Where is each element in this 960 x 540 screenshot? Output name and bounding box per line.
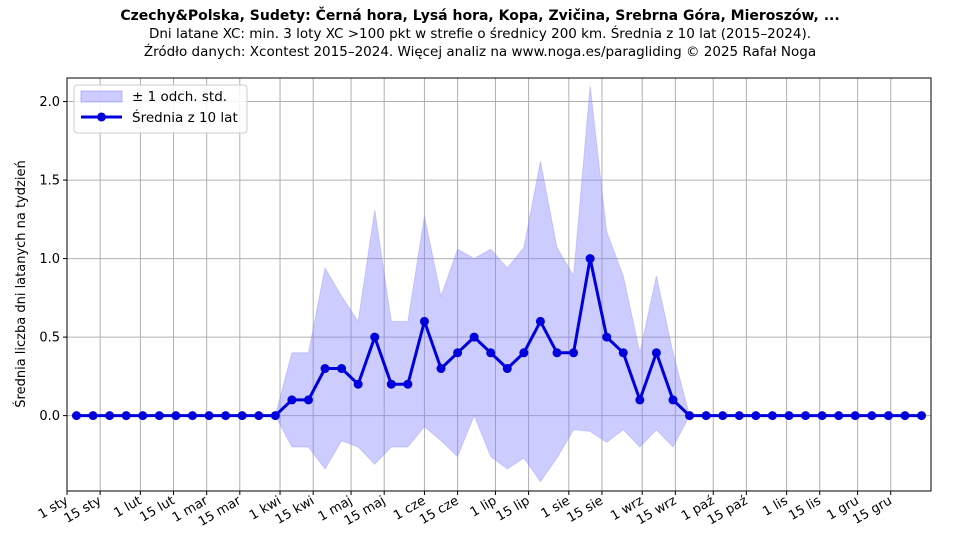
mean-point-22	[436, 364, 446, 374]
mean-point-15	[320, 364, 330, 374]
mean-point-34	[635, 395, 645, 405]
mean-point-18	[370, 332, 380, 342]
legend-line-marker	[97, 112, 106, 122]
y-tick-label-2: 1.0	[39, 252, 60, 267]
std-band	[76, 85, 922, 483]
mean-point-42	[767, 411, 777, 421]
mean-point-37	[685, 411, 695, 421]
mean-point-48	[867, 411, 877, 421]
mean-point-23	[453, 348, 463, 358]
std-band-layer	[76, 85, 922, 483]
mean-point-44	[801, 411, 811, 421]
mean-point-24	[469, 332, 479, 342]
mean-line	[76, 257, 922, 418]
mean-line-layer	[76, 257, 922, 418]
mean-point-19	[386, 379, 396, 389]
mean-point-14	[303, 395, 313, 405]
mean-point-33	[618, 348, 628, 358]
mean-point-39	[718, 411, 728, 421]
mean-point-35	[651, 348, 661, 358]
mean-point-20	[403, 379, 413, 389]
mean-point-31	[585, 254, 595, 264]
mean-point-27	[519, 348, 529, 358]
mean-point-13	[287, 395, 297, 405]
mean-point-26	[502, 364, 512, 374]
mean-point-41	[751, 411, 761, 421]
mean-point-12	[270, 411, 280, 421]
mean-point-30	[569, 348, 579, 358]
legend-line-label: Średnia z 10 lat	[132, 108, 238, 126]
mean-point-4	[138, 411, 148, 421]
mean-point-11	[254, 411, 264, 421]
y-axis-ticks: 0.0 0.5 1.0 1.5 2.0	[39, 95, 67, 424]
chart-subtitle-line-1: Dni latane XC: min. 3 loty XC >100 pkt w…	[149, 24, 811, 42]
mean-point-46	[834, 411, 844, 421]
mean-point-21	[419, 316, 429, 326]
y-tick-label-3: 1.5	[39, 174, 60, 189]
y-tick-label-1: 0.5	[39, 331, 60, 346]
mean-point-2	[105, 411, 115, 421]
mean-point-5	[154, 411, 164, 421]
mean-point-38	[701, 411, 711, 421]
legend: ± 1 odch. std. Średnia z 10 lat	[73, 84, 248, 134]
mean-points-layer	[71, 254, 927, 421]
mean-point-36	[668, 395, 678, 405]
mean-point-0	[71, 411, 81, 421]
mean-point-50	[900, 411, 910, 421]
legend-box	[73, 84, 248, 134]
mean-point-6	[171, 411, 181, 421]
mean-point-49	[883, 411, 893, 421]
mean-point-28	[535, 316, 545, 326]
chart-subtitle-line-2: Źródło danych: Xcontest 2015–2024. Więce…	[144, 42, 816, 60]
y-tick-label-4: 2.0	[39, 95, 60, 110]
mean-point-1	[88, 411, 98, 421]
mean-point-40	[734, 411, 744, 421]
mean-point-9	[221, 411, 231, 421]
plot-frame	[66, 77, 932, 492]
mean-point-17	[353, 379, 363, 389]
grid-layer	[66, 78, 931, 491]
mean-point-43	[784, 411, 794, 421]
mean-point-32	[602, 332, 612, 342]
mean-point-25	[486, 348, 496, 358]
mean-point-8	[204, 411, 214, 421]
mean-point-51	[917, 411, 927, 421]
mean-point-7	[187, 411, 197, 421]
mean-point-16	[337, 364, 347, 374]
y-axis-label: Średnia liczba dni latanych na tydzień	[13, 160, 29, 407]
legend-band-label: ± 1 odch. std.	[132, 89, 227, 105]
chart-title: Czechy&Polska, Sudety: Černá hora, Lysá …	[120, 6, 839, 24]
legend-band-swatch	[80, 90, 123, 103]
y-tick-label-0: 0.0	[39, 409, 60, 424]
mean-point-29	[552, 348, 562, 358]
mean-point-10	[237, 411, 247, 421]
mean-point-3	[121, 411, 131, 421]
mean-point-47	[850, 411, 860, 421]
mean-point-45	[817, 411, 827, 421]
